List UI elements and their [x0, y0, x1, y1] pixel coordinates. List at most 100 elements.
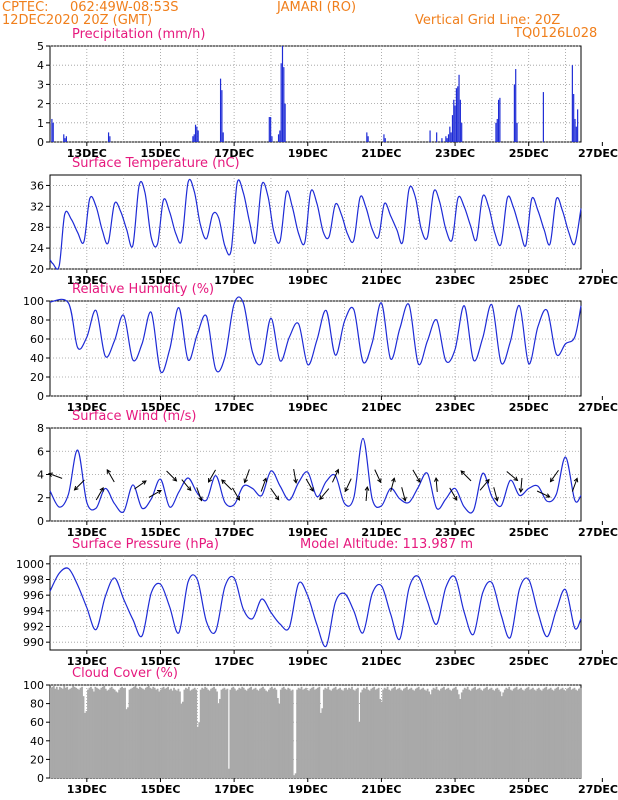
cloud-cover-bar: [136, 687, 138, 778]
precipitation-bar: [51, 118, 53, 142]
precipitation-bar: [271, 136, 273, 142]
cloud-cover-bar: [254, 687, 257, 778]
y-tick-label: 2: [37, 98, 44, 111]
precipitation-bar: [284, 103, 286, 142]
precipitation-bar: [458, 74, 460, 142]
y-tick-label: 28: [30, 221, 44, 234]
wind-arrow-shaft: [95, 487, 104, 501]
cloud-cover-bar: [174, 689, 177, 778]
x-tick-label: 19DEC: [288, 655, 328, 668]
cloud-cover-bar: [179, 691, 181, 778]
y-tick-label: 36: [30, 179, 44, 192]
x-tick-label: 17DEC: [214, 655, 254, 668]
cloud-cover-bar: [95, 687, 98, 778]
wind-arrow-head: [485, 478, 490, 484]
series-group: [49, 567, 582, 648]
wind-arrow-shaft: [479, 479, 490, 491]
x-tick-label: 13DEC: [67, 655, 107, 668]
series-line: [49, 567, 582, 648]
cloud-cover-bar: [61, 688, 64, 778]
x-tick-label: 27DEC: [578, 655, 618, 668]
y-tick-label: 0: [37, 390, 44, 403]
cloud-cover-bar: [446, 688, 448, 778]
cloud-cover-bar: [398, 687, 401, 778]
cloud-cover-bar: [355, 688, 358, 778]
cloud-cover-bar: [327, 686, 330, 778]
precipitation-bar: [450, 132, 452, 142]
cloud-cover-bar: [318, 686, 321, 778]
cloud-cover-bar: [391, 688, 393, 778]
cloud-cover-bar: [107, 689, 110, 778]
precipitation-bar: [516, 122, 518, 142]
panel-frame: [49, 300, 582, 397]
cloud-cover-bar: [121, 686, 123, 778]
cloud-cover-bar: [76, 688, 79, 778]
x-tick-label: 17DEC: [214, 274, 254, 287]
x-tick-label: 17DEC: [214, 526, 254, 539]
cloud-cover-bar: [75, 687, 77, 778]
precipitation-bar: [497, 99, 500, 142]
cloud-cover-bar: [380, 701, 383, 778]
wind-arrow-head: [106, 468, 111, 474]
cloud-cover-bar: [143, 689, 146, 778]
cloud-cover-bar: [490, 687, 493, 778]
precipitation-bar: [542, 92, 544, 142]
cloud-cover-bar: [379, 698, 382, 778]
panel-frame: [49, 174, 582, 270]
wind-arrow-head: [262, 477, 268, 483]
wind-arrow-head: [309, 487, 314, 492]
cloud-cover-bar: [530, 688, 533, 778]
wind-arrow-shaft: [74, 479, 85, 491]
precipitation-bar: [52, 122, 54, 142]
cloud-cover-bar: [278, 703, 281, 778]
wind-arrow-shaft: [412, 469, 421, 483]
wind-arrow-shaft: [270, 487, 280, 500]
cloud-cover-bar: [416, 687, 419, 778]
cloud-cover-bar: [222, 688, 224, 778]
wind-arrow-head: [221, 479, 226, 484]
cloud-cover-bar: [141, 688, 144, 778]
cloud-cover-bar: [425, 690, 428, 778]
cloud-cover-bar: [51, 686, 54, 778]
wind-arrow-head: [460, 470, 466, 475]
cloud-cover-bar: [137, 688, 140, 778]
cloud-cover-bar: [118, 689, 121, 778]
x-tick-label: 15DEC: [140, 274, 180, 287]
wind-arrow-shaft: [196, 487, 203, 501]
wind-arrow-head: [364, 485, 370, 491]
cloud-cover-bar: [376, 688, 379, 778]
x-tick-label: 27DEC: [578, 526, 618, 539]
cloud-cover-bar: [130, 688, 132, 778]
wind-arrow-head: [293, 478, 298, 484]
wind-arrow-head: [198, 496, 203, 502]
y-tick-label: 8: [37, 422, 44, 435]
cloud-cover-bar: [410, 687, 413, 778]
cloud-cover-bar: [176, 690, 178, 778]
wind-arrow-head: [73, 485, 79, 491]
wind-arrow-shaft: [232, 487, 240, 501]
precipitation-bar: [451, 115, 454, 142]
cloud-cover-bar: [297, 687, 300, 778]
cloud-cover-bar: [371, 687, 374, 778]
cloud-cover-bar: [509, 689, 512, 778]
cloud-cover-bar: [397, 688, 399, 778]
y-tick-label: 996: [23, 589, 44, 602]
cloud-cover-bar: [365, 686, 368, 778]
precipitation-bar: [283, 67, 285, 142]
y-tick-label: 100: [23, 679, 44, 692]
precipitation-bar: [194, 124, 197, 142]
x-tick-label: 23DEC: [435, 147, 475, 160]
cloud-cover-bar: [503, 689, 506, 778]
x-tick-label: 13DEC: [67, 401, 107, 414]
cloud-cover-bar: [463, 687, 466, 778]
cloud-cover-bar: [454, 686, 457, 778]
panel-title: Surface Pressure (hPa): [72, 537, 219, 552]
cloud-cover-bar: [72, 685, 75, 778]
cloud-cover-bar: [213, 686, 215, 778]
cloud-cover-bar: [497, 689, 500, 778]
cloud-cover-bar: [158, 691, 161, 778]
cloud-cover-bar: [245, 690, 248, 778]
y-tick-label: 994: [23, 605, 44, 618]
cloud-cover-bar: [342, 690, 344, 778]
wind-arrow-shaft: [221, 479, 233, 491]
